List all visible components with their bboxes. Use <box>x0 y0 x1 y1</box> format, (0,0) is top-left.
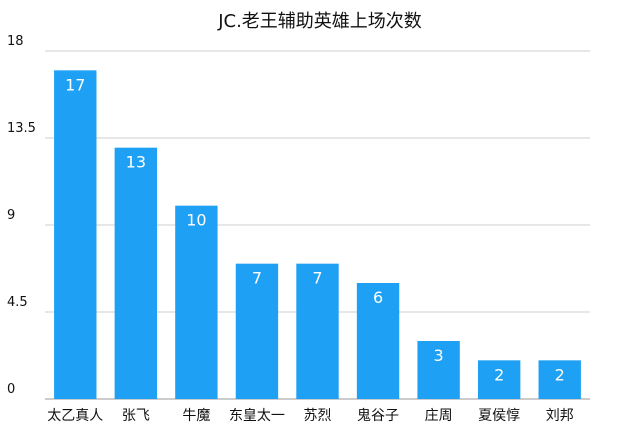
bar <box>54 70 97 399</box>
x-category-label: 庄周 <box>425 407 453 424</box>
x-category-label: 鬼谷子 <box>357 408 399 424</box>
bar-value-label: 13 <box>126 153 146 172</box>
bar-value-label: 7 <box>312 269 322 288</box>
bar-value-label: 2 <box>494 365 504 384</box>
bar-value-label: 10 <box>186 211 206 230</box>
bar <box>114 147 158 399</box>
x-category-label: 牛魔 <box>182 408 210 424</box>
bar <box>296 263 339 399</box>
bar <box>477 360 521 399</box>
x-category-label: 太乙真人 <box>47 408 103 424</box>
bar <box>538 360 581 399</box>
x-category-label: 夏侯惇 <box>478 407 520 424</box>
bar-value-label: 3 <box>434 346 444 365</box>
bar-value-label: 6 <box>373 288 383 307</box>
data-labels: 17 13 10 7 7 6 3 2 2 <box>65 75 565 384</box>
y-tick-label: 0 <box>7 382 15 397</box>
x-category-label: 苏烈 <box>304 408 332 424</box>
y-tick-label: 4.5 <box>7 295 28 310</box>
y-tick-label: 18 <box>7 34 24 49</box>
bar <box>175 205 218 399</box>
x-category-label: 张飞 <box>122 408 150 424</box>
x-category-label: 刘邦 <box>546 408 574 424</box>
bar <box>417 341 460 399</box>
x-category-label: 东皇太一 <box>229 408 285 424</box>
bar <box>235 263 279 399</box>
bar-value-label: 2 <box>555 365 565 384</box>
bars <box>54 70 581 399</box>
y-tick-label: 13.5 <box>7 121 36 136</box>
y-axis-ticks: 0 4.5 9 13.5 18 <box>7 34 36 397</box>
bar-value-label: 17 <box>65 75 85 94</box>
chart-title: JC.老王辅助英雄上场次数 <box>217 11 422 32</box>
x-axis-categories: 太乙真人 张飞 牛魔 东皇太一 苏烈 鬼谷子 庄周 夏侯惇 刘邦 <box>47 407 573 424</box>
y-tick-label: 9 <box>7 208 15 223</box>
bar <box>356 283 400 399</box>
bar-value-label: 7 <box>252 269 262 288</box>
